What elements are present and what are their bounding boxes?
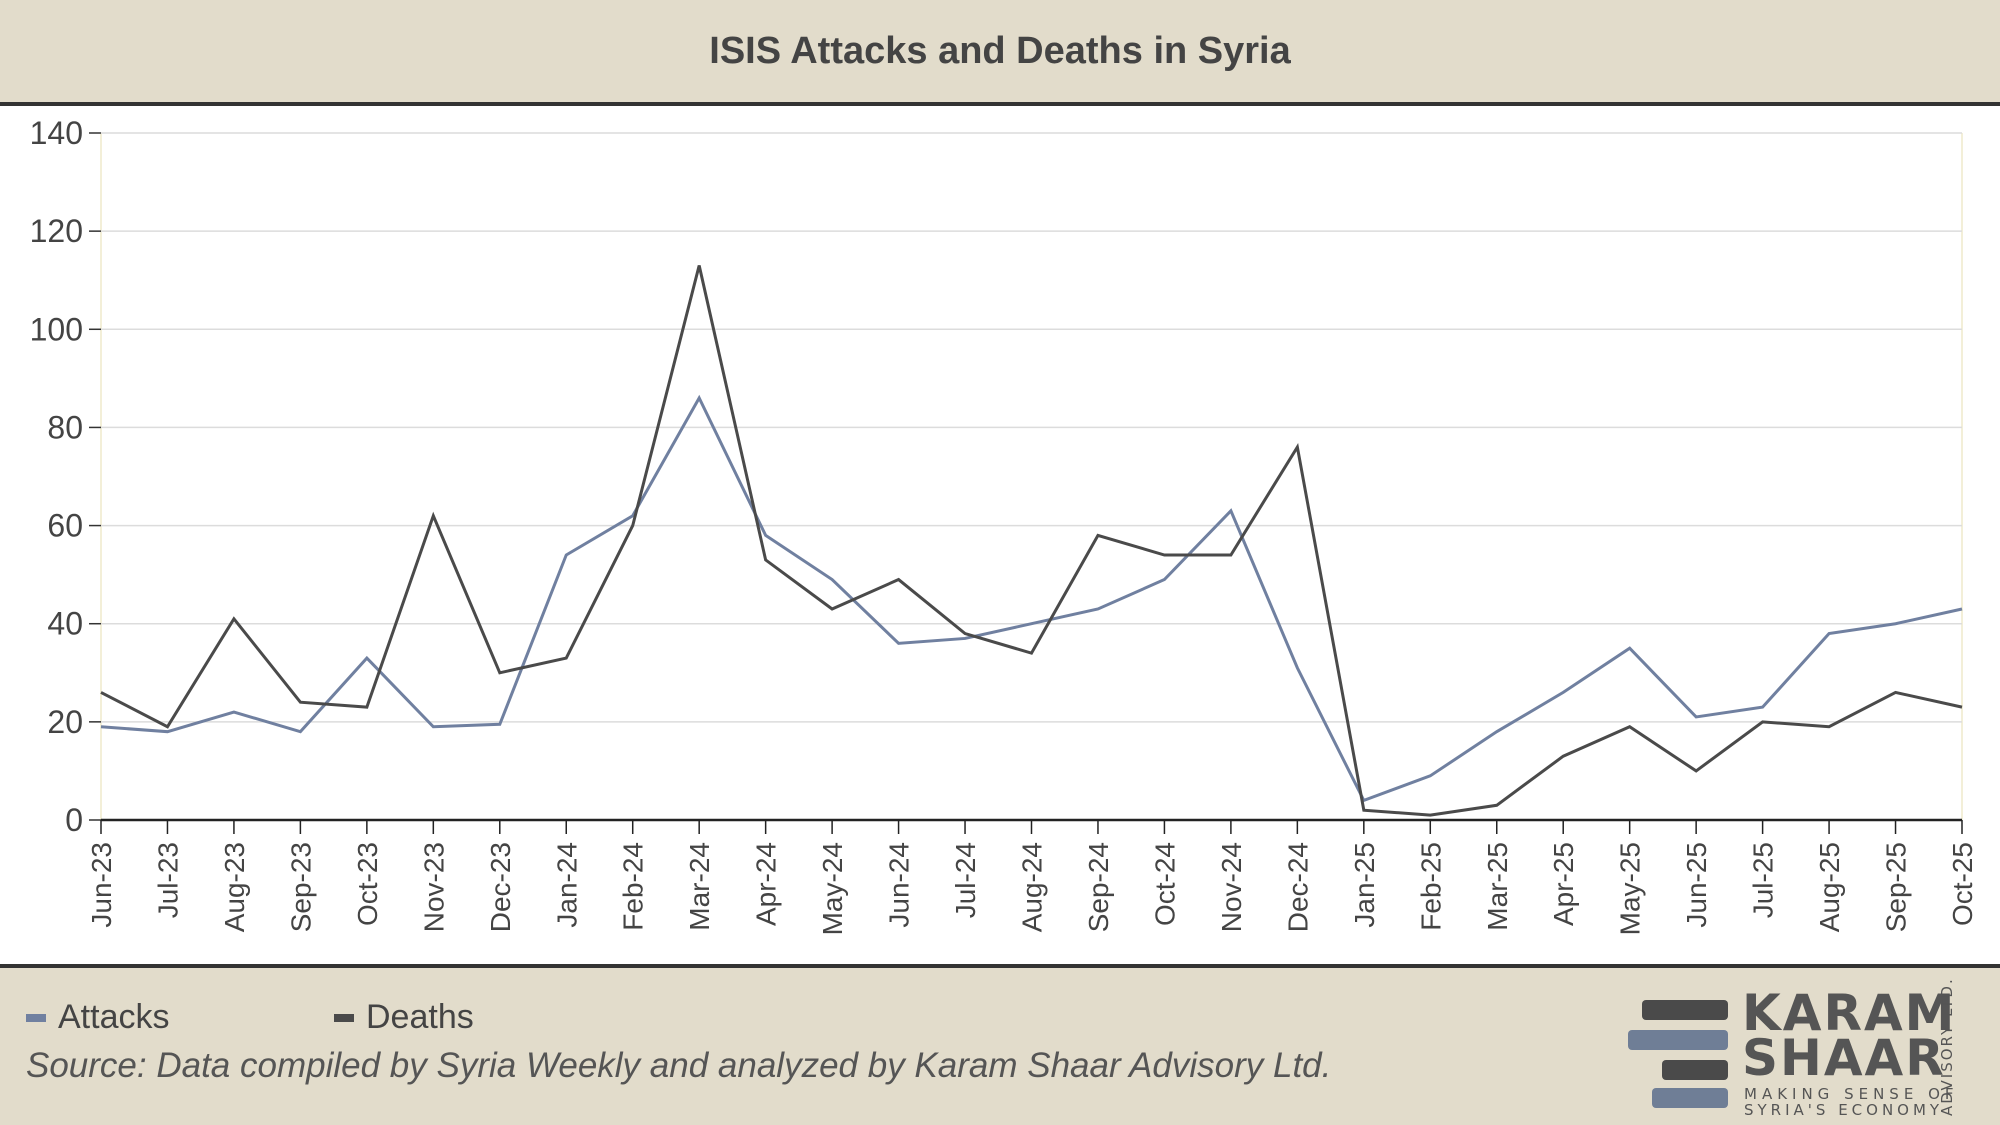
x-tick-label: Jul-25 <box>1748 842 1779 918</box>
x-tick-label: Jul-24 <box>950 842 981 918</box>
logo-side-text: ADVISORY LTD. <box>1938 977 1956 1116</box>
x-tick-label: Mar-25 <box>1482 842 1513 931</box>
x-tick-label: Apr-24 <box>751 842 782 926</box>
x-tick-label: Aug-24 <box>1017 842 1048 932</box>
x-tick-label: Sep-23 <box>285 842 316 932</box>
x-tick-label: Mar-24 <box>684 842 715 931</box>
x-tick-label: Nov-24 <box>1216 842 1247 932</box>
series-line-deaths <box>100 265 1963 817</box>
y-tick-label: 120 <box>30 213 83 249</box>
legend-swatch-attacks <box>26 1013 46 1022</box>
series-line-attacks <box>100 394 1963 803</box>
logo-tagline: MAKING SENSE OF <box>1744 1085 1959 1103</box>
legend-item-attacks: Attacks <box>26 998 169 1037</box>
x-tick-label: Jun-23 <box>86 842 117 928</box>
x-tick-label: Feb-25 <box>1415 842 1446 931</box>
logo-tagline: SYRIA'S ECONOMY <box>1744 1101 1944 1119</box>
legend-item-deaths: Deaths <box>334 998 474 1037</box>
y-tick-label: 140 <box>30 115 83 151</box>
footer: Attacks Deaths Source: Data compiled by … <box>0 968 2000 1125</box>
x-tick-label: Jun-24 <box>884 842 915 928</box>
x-tick-label: Nov-23 <box>418 842 449 932</box>
x-tick-label: Sep-24 <box>1083 842 1114 932</box>
x-tick-label: Oct-24 <box>1149 842 1180 926</box>
legend-label: Deaths <box>366 998 474 1036</box>
y-tick-label: 0 <box>65 802 83 838</box>
x-tick-label: Sep-25 <box>1881 842 1912 932</box>
y-tick-label: 40 <box>47 606 83 642</box>
x-tick-label: Dec-24 <box>1282 842 1313 932</box>
chart-title: ISIS Attacks and Deaths in Syria <box>709 29 1291 72</box>
y-tick-label: 100 <box>30 311 83 347</box>
y-tick-label: 80 <box>47 409 83 445</box>
source-note: Source: Data compiled by Syria Weekly an… <box>26 1046 1332 1085</box>
x-tick-label: Oct-23 <box>352 842 383 926</box>
y-tick-label: 60 <box>47 508 83 544</box>
y-tick-label: 20 <box>47 704 83 740</box>
x-tick-label: Aug-25 <box>1814 842 1845 932</box>
x-tick-label: Aug-23 <box>219 842 250 932</box>
chart-header: ISIS Attacks and Deaths in Syria <box>0 0 2000 106</box>
x-tick-label: Apr-25 <box>1548 842 1579 926</box>
x-tick-label: Jan-24 <box>551 842 582 928</box>
plot-area: 0 20 40 60 80 100 120 140 Jun-23 Jul-23 Aug-23 Sep-… <box>0 106 2000 968</box>
logo-text: KARAM <box>1742 984 1957 1042</box>
x-tick-label: Jun-25 <box>1681 842 1712 928</box>
x-tick-label: May-25 <box>1615 842 1646 935</box>
x-tick-label: May-24 <box>817 842 848 935</box>
legend-swatch-deaths <box>334 1013 354 1022</box>
logo-text: SHAAR <box>1742 1029 1946 1087</box>
x-tick-label: Jul-23 <box>152 842 183 918</box>
line-chart: 0 20 40 60 80 100 120 140 Jun-23 Jul-23 Aug-23 Sep-… <box>30 115 1978 935</box>
x-tick-label: Jan-25 <box>1349 842 1380 928</box>
x-tick-label: Feb-24 <box>618 842 649 931</box>
legend-label: Attacks <box>58 998 170 1036</box>
x-tick-label: Oct-25 <box>1947 842 1978 926</box>
x-tick-label: Dec-23 <box>485 842 516 932</box>
karam-shaar-logo: KARAM SHAAR MAKING SENSE OF SYRIA'S ECON… <box>1620 977 1990 1119</box>
